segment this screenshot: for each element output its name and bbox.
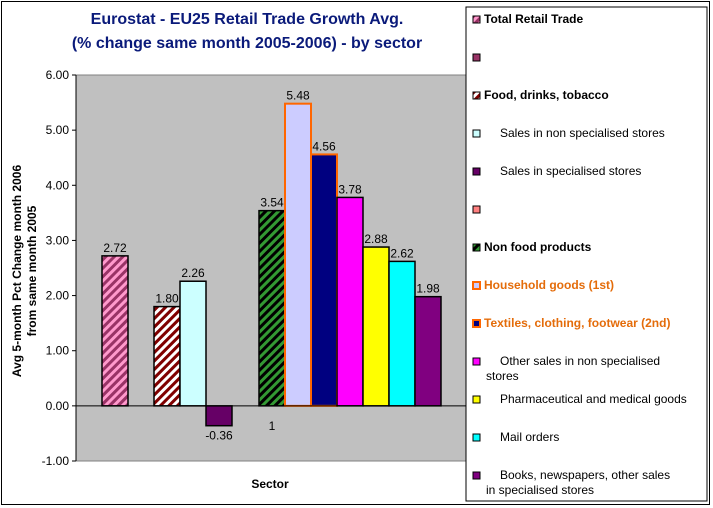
bar-food-drinks-tobacco [153,305,181,407]
legend-label: Mail orders [500,430,559,444]
legend-swatch [472,433,481,442]
legend-label: Non food products [484,240,592,254]
legend-label: Sales in specialised stores [500,164,641,178]
y-tick-label: 2.00 [46,289,70,303]
legend-swatch [472,395,481,404]
bar-pharmaceutical-and-medical-goods [362,246,390,407]
data-label: 2.72 [103,241,127,255]
data-label: 2.62 [390,246,414,260]
legend-swatch [472,53,481,62]
bar-textiles-clothing-footwear-2nd [310,153,338,407]
legend-swatch [472,243,481,252]
legend-swatch [472,129,481,138]
x-axis-title: Sector [251,477,289,491]
y-tick-label: 1.00 [46,344,70,358]
legend-swatch [472,319,481,328]
bar-sales-in-non-specialised-stores [179,280,207,407]
data-label: 4.56 [312,139,336,153]
data-label: 1.80 [155,292,179,306]
data-label: 1.98 [416,282,440,296]
legend-label: Total Retail Trade [484,12,583,26]
legend [465,6,708,502]
y-axis-title-line-2: from same month 2005 [25,205,39,336]
y-tick-label: 4.00 [46,178,70,192]
data-label: 5.48 [286,89,310,103]
data-label: 2.88 [364,232,388,246]
y-tick-label: 6.00 [46,68,70,82]
legend-label: Household goods (1st) [484,278,614,292]
chart-title-line-1: Eurostat - EU25 Retail Trade Growth Avg. [91,11,404,28]
data-label: -0.36 [205,429,233,443]
legend-swatch [472,471,481,480]
y-tick-label: 0.00 [46,399,70,413]
legend-label: Other sales in non specialised stores [486,354,660,383]
legend-label: Pharmaceutical and medical goods [500,392,687,406]
bar-books-newspapers-other-sales-in-specialised-stores [414,295,442,407]
data-label: 3.54 [260,196,284,210]
category-label: 1 [269,419,276,433]
bar-other-sales-in-non-specialised-stores [336,196,364,407]
bar-total-retail-trade [101,255,129,407]
legend-swatch [472,167,481,176]
bar-mail-orders [388,260,416,407]
legend-swatch [472,91,481,100]
legend-swatch [472,281,481,290]
data-label: 2.26 [181,266,205,280]
y-axis-title-line-1: Avg 5-month Pct Change month 2006 [10,165,24,378]
legend-items: Total Retail Trade Food, drinks, tobacco S… [472,12,687,497]
legend-label: Sales in non specialised stores [500,126,665,140]
chart-title: Eurostat - EU25 Retail Trade Growth Avg.… [72,11,422,52]
bar-household-goods-1st [284,102,312,407]
chart-title-line-2: (% change same month 2005-2006) - by sec… [72,35,422,52]
y-tick-label: 3.00 [46,233,70,247]
bars [101,102,442,427]
bar-sales-in-specialised-stores [205,405,233,427]
y-tick-label: 5.00 [46,123,70,137]
legend-label: Books, newspapers, other sales in special… [486,468,670,497]
bar-non-food-products [258,209,286,407]
legend-swatch [472,205,481,214]
legend-label: Food, drinks, tobacco [484,88,609,102]
y-axis-ticks: 6.00 5.00 4.00 3.00 2.00 1.00 0.00 -1.00 [42,68,76,468]
data-label: 3.78 [338,182,362,196]
y-tick-label: -1.00 [42,454,70,468]
legend-label: Textiles, clothing, footwear (2nd) [484,316,670,330]
legend-swatch [472,357,481,366]
y-axis-title: Avg 5-month Pct Change month 2006 from s… [10,165,39,378]
bar-labels: 2.72 1.802.26 -0.36 3.54 5.48 4.56 3.78 2.882.6… [103,89,440,443]
legend-swatch [472,15,481,24]
